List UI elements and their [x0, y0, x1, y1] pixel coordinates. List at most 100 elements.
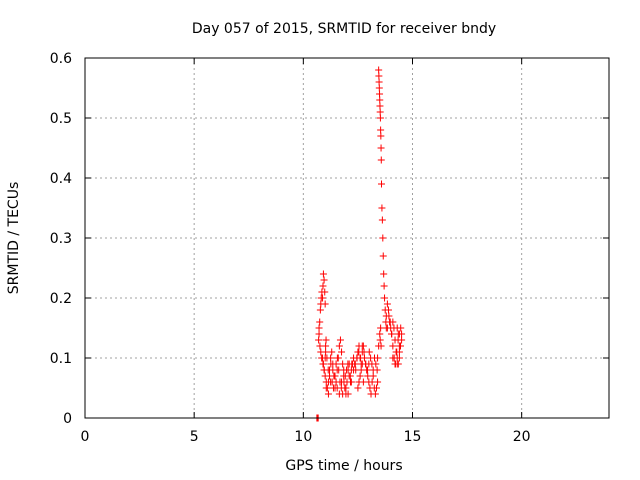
- data-point: [328, 348, 336, 356]
- grid-lines: [85, 58, 609, 418]
- data-point: [320, 276, 328, 284]
- y-axis-label: SRMTID / TECUs: [6, 182, 22, 295]
- data-point: [322, 342, 330, 350]
- data-point: [377, 144, 385, 152]
- y-tick-label: 0.5: [50, 111, 72, 127]
- data-point: [395, 354, 403, 362]
- data-points: [313, 66, 406, 422]
- data-point: [321, 288, 329, 296]
- data-point: [333, 354, 341, 362]
- data-point: [375, 78, 383, 86]
- data-point: [384, 306, 392, 314]
- data-point: [388, 330, 396, 338]
- axis-ticks: [84, 57, 609, 419]
- data-point: [319, 282, 327, 290]
- y-tick-labels: 0 0.1 0.2 0.3 0.4 0.5 0.6: [50, 51, 72, 427]
- data-point: [331, 372, 339, 380]
- data-point: [377, 132, 385, 140]
- data-point: [324, 390, 332, 398]
- data-point: [377, 156, 385, 164]
- data-point: [365, 348, 373, 356]
- data-point: [379, 252, 387, 260]
- data-point: [357, 366, 365, 374]
- data-point: [376, 102, 384, 110]
- data-point: [350, 366, 358, 374]
- data-point: [344, 390, 352, 398]
- data-point: [393, 360, 401, 368]
- data-point: [358, 342, 366, 350]
- data-point: [354, 384, 362, 392]
- data-point: [372, 360, 380, 368]
- data-point: [319, 360, 327, 368]
- data-point: [380, 282, 388, 290]
- data-point: [389, 342, 397, 350]
- data-point: [322, 384, 330, 392]
- data-point: [383, 300, 391, 308]
- x-tick-labels: 0 5 10 15 20: [81, 429, 531, 445]
- data-point: [319, 294, 327, 302]
- data-point: [327, 378, 335, 386]
- data-point: [322, 336, 330, 344]
- data-point: [376, 90, 384, 98]
- data-point: [376, 330, 384, 338]
- x-tick-label: 10: [294, 429, 312, 445]
- data-point: [372, 384, 380, 392]
- data-point: [321, 300, 329, 308]
- data-point: [315, 324, 323, 332]
- data-point: [322, 348, 330, 356]
- data-point: [356, 372, 364, 380]
- data-point: [338, 378, 346, 386]
- data-point: [340, 366, 348, 374]
- data-point: [377, 342, 385, 350]
- x-axis-label: GPS time / hours: [285, 458, 402, 474]
- data-point: [389, 354, 397, 362]
- data-point: [378, 216, 386, 224]
- x-tick-label: 20: [513, 429, 531, 445]
- data-point: [369, 372, 377, 380]
- y-tick-label: 0.3: [50, 231, 72, 247]
- data-point: [315, 336, 323, 344]
- data-point: [394, 330, 402, 338]
- chart-title: Day 057 of 2015, SRMTID for receiver bnd…: [192, 21, 496, 37]
- data-point: [329, 366, 337, 374]
- data-point: [357, 354, 365, 362]
- data-point: [375, 84, 383, 92]
- data-point: [376, 336, 384, 344]
- data-point: [371, 390, 379, 398]
- data-point: [386, 318, 394, 326]
- data-point: [376, 96, 384, 104]
- data-point: [394, 336, 402, 344]
- data-point: [335, 342, 343, 350]
- data-point: [358, 360, 366, 368]
- data-point: [377, 180, 385, 188]
- data-point: [373, 366, 381, 374]
- x-tick-label: 0: [81, 429, 90, 445]
- data-point: [345, 372, 353, 380]
- data-point: [333, 384, 341, 392]
- data-point: [375, 72, 383, 80]
- data-point: [395, 342, 403, 350]
- data-point: [319, 270, 327, 278]
- data-point: [381, 294, 389, 302]
- data-point: [393, 348, 401, 356]
- x-tick-label: 5: [190, 429, 199, 445]
- data-point: [385, 312, 393, 320]
- x-tick-label: 15: [404, 429, 422, 445]
- data-point: [346, 378, 354, 386]
- data-point: [383, 324, 391, 332]
- data-point: [376, 114, 384, 122]
- y-tick-label: 0.6: [50, 51, 72, 67]
- data-point: [376, 108, 384, 116]
- y-tick-label: 0.1: [50, 351, 72, 367]
- data-point: [374, 378, 382, 386]
- y-tick-label: 0: [63, 411, 72, 427]
- data-point: [378, 204, 386, 212]
- y-tick-label: 0.2: [50, 291, 72, 307]
- data-point: [377, 126, 385, 134]
- data-point: [342, 384, 350, 392]
- data-point: [323, 354, 331, 362]
- data-point: [379, 234, 387, 242]
- data-point: [380, 270, 388, 278]
- data-point: [315, 330, 323, 338]
- data-point: [393, 324, 401, 332]
